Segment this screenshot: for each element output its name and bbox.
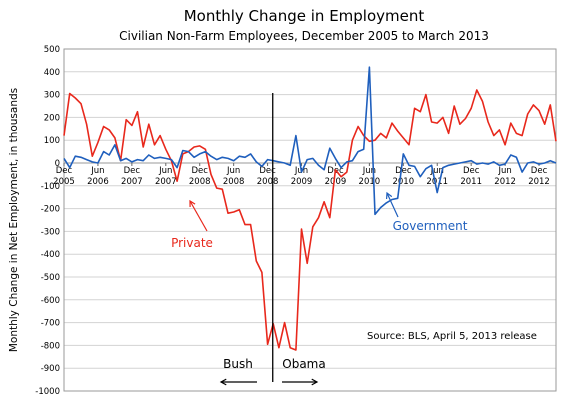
y-tick-label: 300: [44, 91, 60, 101]
y-tick-labels: 500 400 300 200 100 0 -100 -200 -300 -400 -500 -600…: [35, 45, 60, 397]
bush-label: Bush: [223, 357, 253, 371]
y-tick-label: -900: [41, 364, 60, 374]
x-tick-text: 2009: [325, 177, 347, 187]
x-tick-text: Jun: [226, 166, 240, 176]
y-tick-label: 400: [44, 68, 60, 78]
y-tick-label: -600: [41, 296, 60, 306]
y-tick-label: 100: [44, 136, 60, 146]
y-tick-label: 0: [55, 159, 60, 169]
x-tick-text: Jun: [430, 166, 444, 176]
series-line-private: [63, 89, 557, 351]
chart-subtitle: Civilian Non-Farm Employees, December 20…: [119, 29, 489, 43]
series-lines: [63, 66, 557, 351]
y-tick-label: -800: [41, 341, 60, 351]
x-tick-text: Dec: [124, 166, 141, 176]
y-tick-label: -1000: [35, 387, 60, 397]
x-tick-text: Dec: [56, 166, 73, 176]
x-tick-text: 2011: [426, 177, 448, 187]
source-note: Source: BLS, April 5, 2013 release: [367, 331, 537, 342]
x-tick-text: 2012: [494, 177, 516, 187]
x-tick-text: Dec: [463, 166, 480, 176]
y-tick-label: -500: [41, 273, 60, 283]
x-tick-text: 2008: [223, 177, 245, 187]
x-tick-text: Jun: [158, 166, 172, 176]
y-axis-label-group: Monthly Change in Net Employment, in tho…: [8, 88, 20, 352]
x-tick-text: Dec: [191, 166, 208, 176]
chart-title: Monthly Change in Employment: [184, 7, 425, 25]
x-tick-text: 2007: [121, 177, 143, 187]
y-tick-label: -200: [41, 205, 60, 215]
y-tick-label: -400: [41, 250, 60, 260]
y-tick-label: 200: [44, 113, 60, 123]
obama-arrow: [282, 378, 319, 386]
plot-border: [63, 48, 557, 392]
grid-lines: [63, 48, 557, 392]
x-tick-text: 2011: [460, 177, 482, 187]
y-tick-label: -300: [41, 227, 60, 237]
x-tick-text: 2008: [189, 177, 211, 187]
x-tick-text: 2007: [155, 177, 177, 187]
x-tick-labels: Dec2005Jun2006Dec2007Jun2007Dec2008Jun20…: [53, 163, 550, 187]
obama-label: Obama: [282, 357, 325, 371]
x-tick-text: 2005: [53, 177, 75, 187]
x-tick-text: Jun: [362, 166, 376, 176]
y-tick-label: 500: [44, 45, 60, 55]
government-arrow: [385, 191, 399, 218]
annotations: Bush Obama Private Government Source: BLS, A…: [171, 93, 537, 386]
x-tick-text: 2010: [392, 177, 414, 187]
series-line-government: [63, 66, 557, 216]
y-tick-label: -700: [41, 319, 60, 329]
government-label: Government: [393, 219, 468, 233]
y-tick-label: -100: [41, 182, 60, 192]
x-tick-text: 2009: [291, 177, 313, 187]
private-arrow: [189, 199, 208, 232]
x-tick-text: Jun: [90, 166, 104, 176]
private-label: Private: [171, 236, 213, 250]
x-tick-text: Dec: [259, 166, 276, 176]
x-tick-text: 2006: [87, 177, 109, 187]
x-tick-text: Jun: [497, 166, 511, 176]
x-tick-text: Dec: [531, 166, 548, 176]
x-tick-text: Dec: [395, 166, 412, 176]
x-tick-text: 2008: [257, 177, 279, 187]
bush-arrow: [219, 378, 257, 386]
y-axis-label: Monthly Change in Net Employment, in tho…: [8, 88, 20, 352]
x-tick-text: 2012: [528, 177, 550, 187]
x-tick-text: 2010: [359, 177, 381, 187]
